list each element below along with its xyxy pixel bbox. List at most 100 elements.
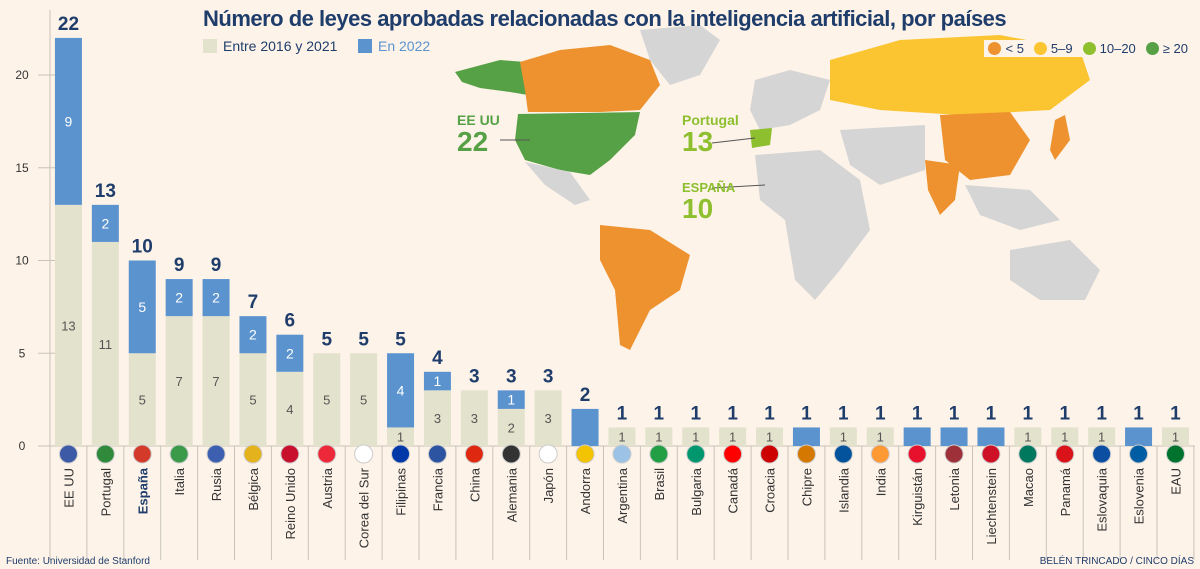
map-europe — [750, 70, 830, 130]
bar-total-label: 1 — [654, 403, 665, 424]
bar-total-label: 3 — [469, 366, 480, 387]
map-africa — [755, 150, 870, 300]
bar-2022-Bélgica — [239, 316, 267, 354]
category-label: Bulgaria — [689, 467, 704, 515]
category-label: Brasil — [652, 468, 667, 501]
category-label: Kirguistán — [910, 468, 925, 526]
bar-total-label: 1 — [838, 403, 849, 424]
flag-icon-EE UU — [58, 444, 78, 464]
flag-icon-Portugal — [95, 444, 115, 464]
bar-total-label: 13 — [95, 181, 116, 202]
category-label: Letonia — [947, 467, 962, 510]
flag-icon-Letonia — [944, 444, 964, 464]
bar-base-label: 1 — [766, 430, 773, 445]
flag-icon-Austria — [317, 444, 337, 464]
bar-total-label: 5 — [395, 329, 406, 350]
bar-base-label: 3 — [471, 411, 478, 426]
map-label-spain-name: ESPAÑA — [682, 180, 736, 195]
map-legend-label: < 5 — [1005, 41, 1024, 56]
bar-base-EE UU — [54, 204, 82, 446]
category-label: India — [873, 467, 888, 496]
bar-total-label: 1 — [764, 403, 775, 424]
bar-total-label: 5 — [358, 329, 369, 350]
bar-2022-label: 2 — [175, 290, 183, 306]
flag-icon-Macao — [1018, 444, 1038, 464]
map-southeast-asia — [965, 185, 1060, 230]
bar-2022-label: 2 — [212, 290, 220, 306]
bar-2022-Letonia — [940, 427, 968, 446]
bar-base-label: 1 — [1061, 430, 1068, 445]
bar-base-label: 5 — [249, 393, 256, 408]
flag-icon-Eslovaquia — [1092, 444, 1112, 464]
flag-icon-Francia — [427, 444, 447, 464]
flag-icon-Canadá — [723, 444, 743, 464]
category-label: Chipre — [799, 468, 814, 506]
category-label: Canadá — [726, 467, 741, 513]
bar-base-Canadá — [719, 427, 747, 446]
category-label: Macao — [1021, 468, 1036, 507]
legend-swatch-2022 — [358, 39, 372, 53]
map-legend-dot — [1033, 42, 1047, 55]
flag-icon-Croacia — [760, 444, 780, 464]
bar-2022-label: 4 — [397, 382, 405, 398]
map-china — [940, 112, 1030, 180]
bar-base-label: 3 — [434, 411, 441, 426]
bar-2022-España — [128, 260, 156, 354]
map-legend-item: < 5 — [988, 41, 1024, 56]
chart-title: Número de leyes aprobadas relacionadas c… — [203, 6, 1007, 31]
bar-total-label: 5 — [321, 329, 332, 350]
bar-total-label: 4 — [432, 348, 443, 369]
flag-icon-Islandia — [833, 444, 853, 464]
map-label-spain-value: 10 — [682, 193, 714, 224]
bar-base-label: 1 — [1024, 430, 1031, 445]
map-legend-item: 10–20 — [1082, 41, 1136, 56]
bar-total-label: 3 — [506, 366, 517, 387]
category-label: Filipinas — [394, 468, 409, 516]
flag-icon-Chipre — [796, 444, 816, 464]
bar-base-label: 13 — [61, 318, 75, 333]
bar-total-label: 10 — [132, 237, 153, 258]
category-label: Andorra — [578, 467, 593, 514]
bar-base-Islandia — [829, 427, 857, 446]
bar-base-EAU — [1161, 427, 1189, 446]
y-tick-label: 10 — [15, 254, 29, 268]
flag-icon-Rusia — [206, 444, 226, 464]
bar-base-label: 7 — [176, 374, 183, 389]
category-label: Eslovenia — [1132, 467, 1147, 524]
map-label-spain: ESPAÑA 10 — [682, 180, 735, 223]
credit-note: BELÉN TRINCADO / CINCO DÍAS — [1039, 556, 1194, 567]
bar-2022-Liechtenstein — [977, 427, 1005, 446]
bar-total-label: 1 — [1170, 403, 1181, 424]
bar-2022-Chipre — [792, 427, 820, 446]
y-tick-label: 20 — [15, 68, 29, 82]
source-note: Fuente: Universidad de Stanford — [6, 556, 150, 567]
bar-base-Italia — [165, 316, 193, 446]
bar-base-India — [866, 427, 894, 446]
bar-2022-Francia — [423, 371, 451, 391]
bar-base-Croacia — [756, 427, 784, 446]
category-label: Eslovaquia — [1095, 467, 1110, 531]
legend-base: Entre 2016 y 2021 — [203, 38, 337, 54]
category-label: Panamá — [1058, 467, 1073, 516]
bar-2022-EE UU — [54, 37, 82, 205]
bar-base-Argentina — [608, 427, 636, 446]
bar-base-Eslovaquia — [1088, 427, 1116, 446]
bar-2022-label: 2 — [101, 215, 109, 231]
flag-icon-Filipinas — [391, 444, 411, 464]
bar-2022-Italia — [165, 279, 193, 317]
flag-icon-China — [464, 444, 484, 464]
bar-base-label: 1 — [692, 430, 699, 445]
bar-2022-Reino Unido — [276, 334, 304, 372]
category-label: Islandia — [836, 467, 851, 513]
bar-2022-Filipinas — [387, 353, 415, 428]
category-label: Portugal — [98, 468, 113, 517]
flag-icon-Reino Unido — [280, 444, 300, 464]
bar-2022-Alemania — [497, 390, 525, 409]
bar-base-label: 5 — [323, 393, 330, 408]
map-legend-label: ≥ 20 — [1162, 41, 1188, 56]
bar-total-label: 3 — [543, 366, 554, 387]
map-label-usa-value: 22 — [457, 126, 489, 157]
bar-base-Bulgaria — [682, 427, 710, 446]
